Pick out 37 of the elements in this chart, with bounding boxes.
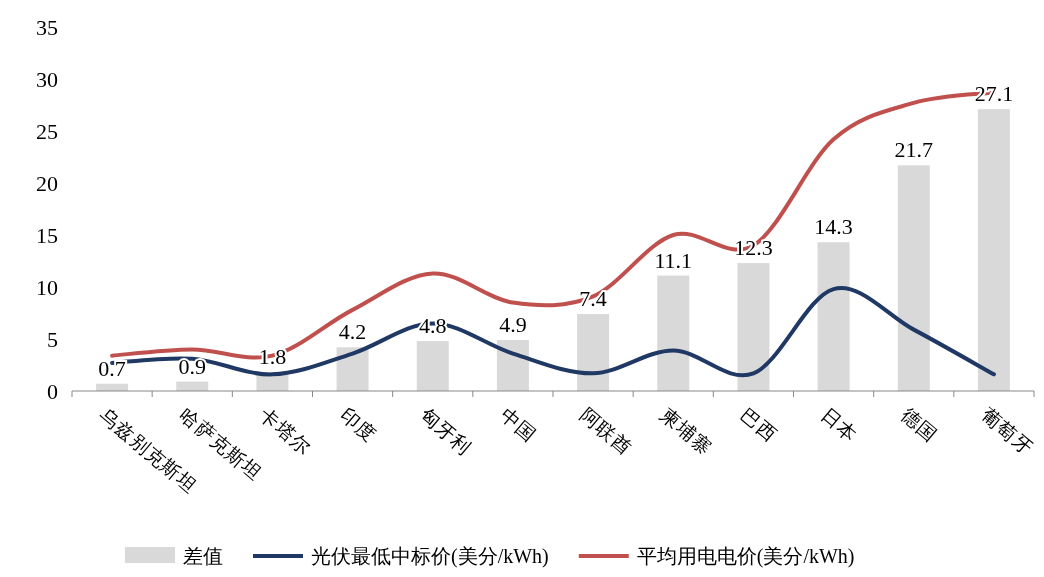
legend-label: 光伏最低中标价(美分/kWh) [311, 545, 549, 568]
data-label: 4.2 [338, 319, 367, 345]
x-tick-label: 印度 [336, 403, 381, 446]
x-tick-label: 中国 [496, 403, 541, 446]
data-label: 14.3 [814, 214, 853, 240]
x-tick-label: 德国 [897, 403, 942, 446]
bar [496, 340, 529, 391]
y-tick-label: 15 [36, 223, 58, 248]
bar [977, 109, 1010, 391]
bar [737, 263, 770, 391]
x-tick-label: 日本 [817, 403, 862, 446]
y-tick-label: 20 [36, 171, 58, 196]
bar [657, 275, 690, 391]
x-tick-label: 匈牙利 [416, 403, 476, 459]
data-label: 27.1 [974, 81, 1014, 107]
x-tick-label: 巴西 [736, 403, 781, 446]
y-tick-label: 10 [36, 275, 58, 300]
bar [817, 242, 850, 391]
y-tick-label: 35 [36, 15, 58, 40]
data-label: 21.7 [894, 137, 933, 163]
bar [577, 314, 610, 391]
x-tick-label: 葡萄牙 [977, 403, 1037, 459]
x-tick-label: 阿联酋 [576, 403, 636, 459]
y-tick-label: 30 [36, 67, 58, 92]
data-label: 11.1 [654, 247, 693, 273]
legend-label: 差值 [183, 545, 223, 567]
x-tick-label: 卡塔尔 [255, 403, 316, 459]
y-tick-label: 5 [47, 327, 58, 352]
bar [897, 165, 930, 391]
data-label: 4.9 [499, 312, 527, 338]
bar [416, 341, 449, 391]
data-label: 0.9 [178, 353, 206, 379]
x-tick-label: 柬埔寨 [656, 403, 717, 459]
data-label: 0.7 [98, 355, 126, 381]
legend-label: 平均用电电价(美分/kWh) [636, 545, 855, 568]
y-tick-label: 0 [47, 379, 58, 404]
y-tick-label: 25 [36, 119, 58, 144]
